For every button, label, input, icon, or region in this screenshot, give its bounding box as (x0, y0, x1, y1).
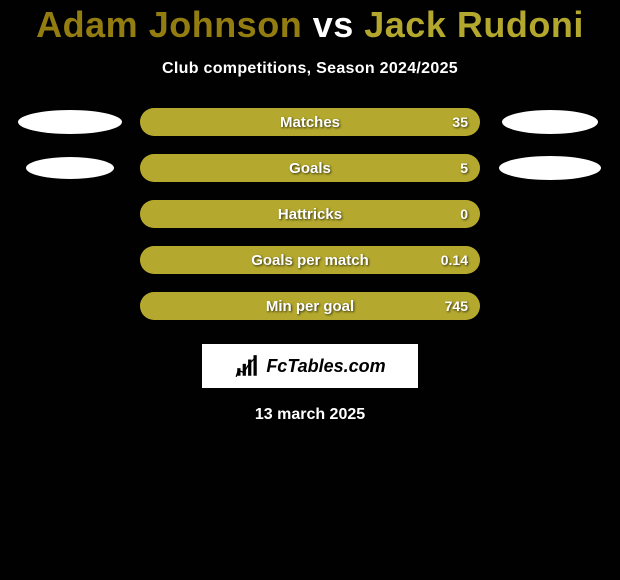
title-player2: Jack Rudoni (364, 4, 584, 45)
stat-label: Matches (280, 114, 340, 131)
stat-bar: Matches 35 (140, 108, 480, 136)
right-marker (480, 156, 620, 180)
stat-row: Goals per match 0.14 (0, 246, 620, 274)
stat-label: Goals (289, 160, 331, 177)
subtitle: Club competitions, Season 2024/2025 (162, 60, 458, 78)
stat-label: Goals per match (251, 252, 369, 269)
stat-value: 0.14 (441, 252, 468, 268)
ellipse-icon (26, 157, 114, 179)
ellipse-icon (502, 110, 598, 134)
stat-rows: Matches 35 Goals 5 Hattricks 0 (0, 108, 620, 338)
stat-bar: Goals per match 0.14 (140, 246, 480, 274)
ellipse-icon (499, 156, 601, 180)
left-marker (0, 110, 140, 134)
stat-row: Min per goal 745 (0, 292, 620, 320)
stat-value: 0 (460, 206, 468, 222)
right-marker (480, 110, 620, 134)
stat-row: Hattricks 0 (0, 200, 620, 228)
stat-bar: Goals 5 (140, 154, 480, 182)
stat-label: Min per goal (266, 298, 354, 315)
title-player1: Adam Johnson (36, 4, 302, 45)
date: 13 march 2025 (255, 406, 365, 424)
stat-bar: Hattricks 0 (140, 200, 480, 228)
stat-bar: Min per goal 745 (140, 292, 480, 320)
comparison-infographic: Adam Johnson vs Jack Rudoni Club competi… (0, 0, 620, 580)
stat-row: Matches 35 (0, 108, 620, 136)
stat-row: Goals 5 (0, 154, 620, 182)
logo: FcTables.com (202, 344, 418, 388)
logo-text: FcTables.com (266, 356, 385, 377)
stat-value: 35 (452, 114, 468, 130)
title-vs: vs (313, 4, 354, 45)
bar-chart-icon (234, 353, 260, 379)
page-title: Adam Johnson vs Jack Rudoni (36, 4, 584, 46)
stat-value: 5 (460, 160, 468, 176)
stat-value: 745 (445, 298, 468, 314)
left-marker (0, 157, 140, 179)
ellipse-icon (18, 110, 122, 134)
stat-label: Hattricks (278, 206, 342, 223)
